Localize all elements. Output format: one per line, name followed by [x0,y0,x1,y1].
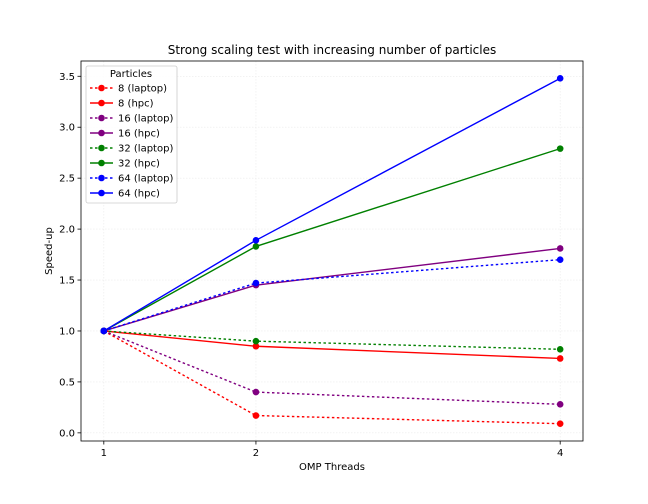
series-line [103,330,561,425]
y-tick-label: 3.5 [59,72,75,83]
data-point [556,145,564,152]
data-point [556,245,564,252]
data-point [252,279,260,287]
y-axis-label: Speed-up [44,227,55,275]
legend: Particles 8 (laptop) 8 (hpc) 16 (laptop) 16… [85,65,178,204]
x-tick-label: 2 [253,448,259,459]
data-point [556,401,564,408]
y-tick-label: 3.0 [59,123,75,134]
series-line [103,330,561,360]
data-point [556,256,564,263]
data-point [252,337,260,345]
x-tick-label: 1 [101,448,107,459]
data-point [252,237,260,244]
legend-marker [98,114,105,122]
data-point [252,243,260,250]
data-point [556,346,564,353]
data-point [252,342,260,350]
data-point [556,355,564,362]
legend-label: 64 (hpc) [118,189,160,200]
legend-label: 16 (hpc) [118,129,160,140]
x-axis-label: OMP Threads [299,462,365,473]
series-line [103,258,561,332]
legend-marker [98,189,105,197]
legend-marker [98,84,105,92]
plot-area [80,60,584,442]
x-tick-label: 4 [557,448,563,459]
data-point [556,75,564,82]
y-tick-label: 1.5 [59,276,75,287]
y-tick-label: 2.0 [59,225,75,236]
plot-series [100,75,564,427]
legend-label: 8 (hpc) [118,99,154,110]
y-tick-label: 0.0 [59,428,75,439]
legend-marker [98,174,105,182]
y-tick-label: 1.0 [59,326,75,337]
grid [81,61,583,441]
legend-title: Particles [110,69,152,80]
y-tick-label: 2.5 [59,174,75,185]
series-line [103,330,561,351]
legend-label: 16 (laptop) [118,114,173,125]
legend-marker [98,99,105,107]
legend-box [85,65,178,204]
legend-label: 32 (laptop) [118,144,173,155]
data-point [556,420,564,427]
chart-title: Strong scaling test with increasing numb… [168,43,497,57]
legend-label: 32 (hpc) [118,159,160,170]
series-line [103,330,561,406]
legend-marker [98,159,105,167]
legend-marker [98,144,105,152]
axes: 1 2 4 0.0 0.5 1.0 1.5 2.0 2.5 3.0 3.5 [59,72,563,459]
data-point [252,412,260,419]
data-point [100,327,108,335]
legend-label: 8 (laptop) [118,84,167,95]
legend-label: 64 (laptop) [118,174,173,185]
legend-marker [98,129,105,137]
data-point [252,388,260,396]
y-tick-label: 0.5 [59,377,75,388]
